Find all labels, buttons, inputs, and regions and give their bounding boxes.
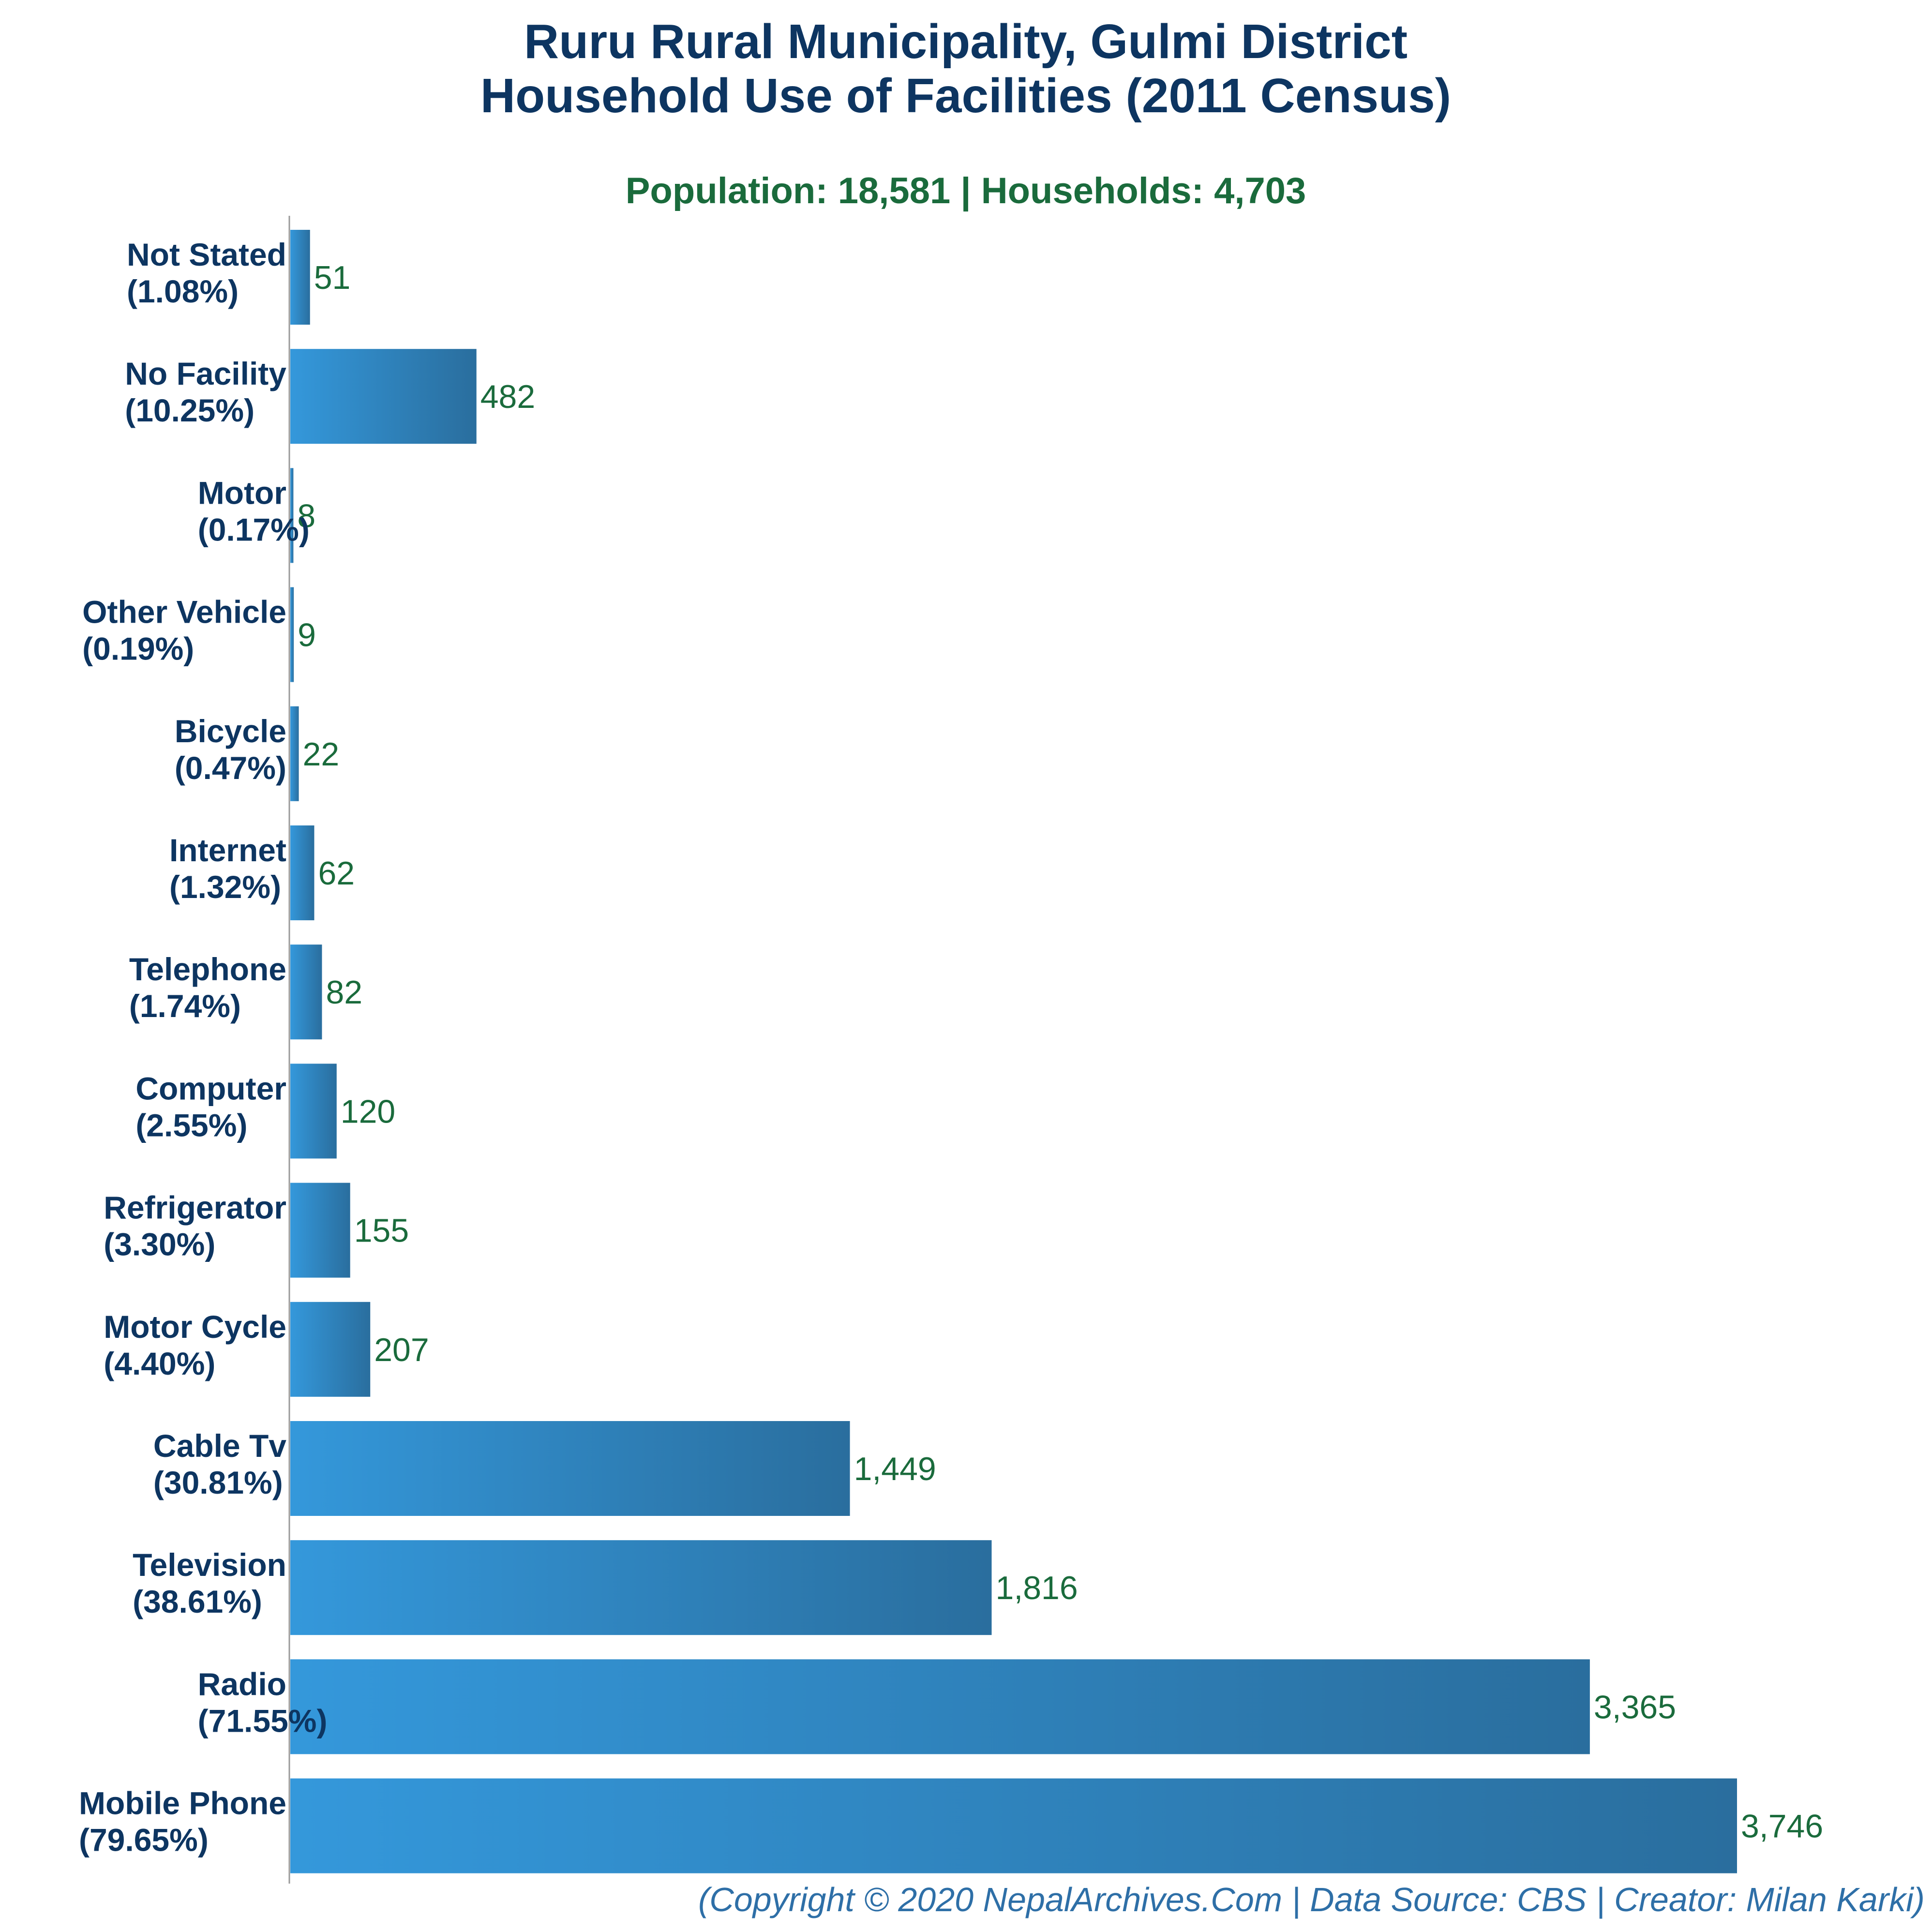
value-label: 82 [326,974,362,1011]
bar-not-stated [290,230,310,325]
value-label: 62 [318,855,355,892]
category-percent-label: (1.32%) [169,869,281,905]
category-percent-label: (1.08%) [127,273,239,309]
category-percent-label: (79.65%) [79,1822,209,1858]
value-label: 3,746 [1741,1808,1823,1845]
category-label: No Facility [125,356,286,391]
category-label: Other Vehicle [82,594,286,630]
category-percent-label: (10.25%) [125,392,255,428]
bar-television [290,1540,992,1635]
value-label: 9 [298,617,316,654]
category-label: Computer [135,1070,286,1106]
bar-mobile-phone [290,1778,1737,1873]
chart-footer: (Copyright © 2020 NepalArchives.Com | Da… [698,1881,1925,1919]
value-label: 207 [374,1332,429,1368]
category-percent-label: (3.30%) [104,1227,215,1262]
bar-bicycle [290,706,299,801]
category-label: Television [133,1547,286,1583]
category-label: Motor [198,475,286,510]
value-label: 8 [297,497,315,534]
category-label: Bicycle [175,713,286,749]
bar-motor [290,468,294,563]
category-label: Radio [198,1666,286,1702]
bar-internet [290,825,315,920]
bar-computer [290,1063,337,1159]
value-label: 1,816 [996,1570,1078,1606]
chart-title-line-2: Household Use of Facilities (2011 Census… [480,69,1451,123]
category-label: Telephone [129,951,286,987]
category-label: Motor Cycle [104,1309,286,1345]
category-label: Refrigerator [104,1190,286,1226]
category-percent-label: (0.17%) [198,511,310,547]
value-label: 482 [480,378,535,415]
value-label: 3,365 [1594,1689,1676,1725]
category-percent-label: (71.55%) [198,1703,328,1738]
chart-subtitle: Population: 18,581 | Households: 4,703 [626,170,1306,212]
value-label: 22 [303,736,340,773]
category-label: Not Stated [127,237,286,272]
value-label: 51 [314,259,351,296]
bar-cable-tv [290,1421,850,1516]
category-percent-label: (4.40%) [104,1346,215,1381]
category-percent-label: (0.19%) [82,631,194,667]
category-label: Mobile Phone [79,1785,286,1821]
category-percent-label: (0.47%) [175,750,286,786]
chart-title-line-1: Ruru Rural Municipality, Gulmi District [524,15,1408,69]
value-label: 155 [354,1213,409,1249]
bar-other-vehicle [290,587,294,682]
category-label: Internet [169,832,286,868]
bar-motor-cycle [290,1302,371,1397]
category-label: Cable Tv [153,1428,286,1464]
bar-no-facility [290,349,477,444]
bar-telephone [290,944,322,1040]
category-percent-label: (30.81%) [153,1465,283,1500]
value-label: 1,449 [854,1451,936,1487]
value-label: 120 [341,1093,395,1130]
bar-refrigerator [290,1183,350,1278]
bar-radio [290,1659,1590,1754]
category-percent-label: (38.61%) [133,1584,262,1619]
bars-group: 51 Not Stated(1.08%) 482 No Facility(10.25%… [79,230,1823,1873]
category-percent-label: (2.55%) [135,1107,247,1143]
category-percent-label: (1.74%) [129,988,241,1024]
